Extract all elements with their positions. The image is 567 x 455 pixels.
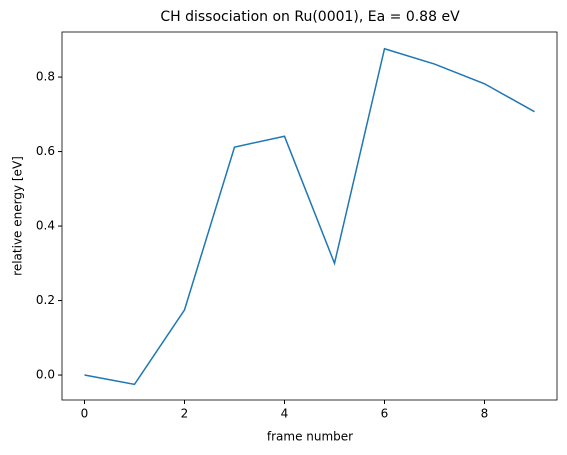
y-tick-label: 0.8 — [36, 70, 55, 84]
chart-title: CH dissociation on Ru(0001), Ea = 0.88 e… — [160, 9, 460, 25]
x-tick-label: 6 — [381, 407, 389, 421]
x-tick-label: 2 — [181, 407, 189, 421]
data-line — [84, 47, 535, 386]
y-tick-label: 0.2 — [36, 293, 55, 307]
x-tick-label: 8 — [481, 407, 489, 421]
x-tick-label: 0 — [81, 407, 89, 421]
y-tick-label: 0.4 — [36, 219, 55, 233]
x-axis-label: frame number — [267, 430, 353, 444]
plot-frame — [61, 31, 558, 401]
x-tick-label: 4 — [281, 407, 289, 421]
y-axis-label: relative energy [eV] — [11, 156, 25, 276]
y-tick-label: 0.6 — [36, 144, 55, 158]
y-tick-label: 0.0 — [36, 368, 55, 382]
